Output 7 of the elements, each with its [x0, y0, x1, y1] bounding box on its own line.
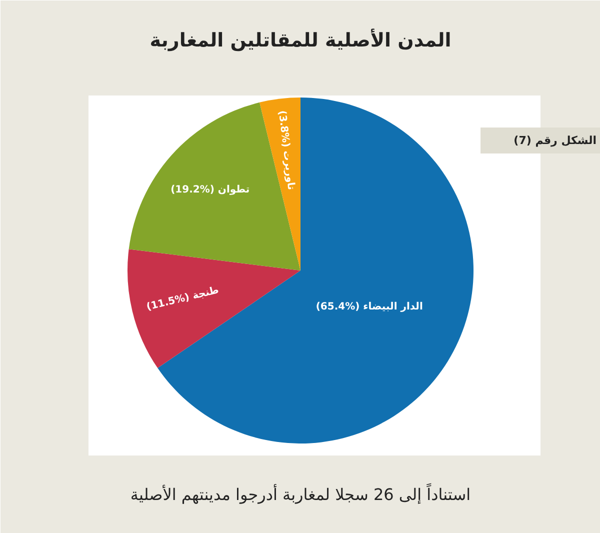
slice-label: تطوان (%19.2)	[170, 184, 250, 196]
text: استناداً إلى 26 سجلا لمغاربة أدرجوا مدينتهم الأصلية	[130, 482, 471, 504]
slice-label: الدار البيضاء (%65.4)	[316, 301, 423, 312]
chart-title: المدن الأصلية للمقاتلين المغاربة	[150, 28, 452, 52]
slice-label: طنجة (%11.5)	[146, 284, 220, 314]
slice-label: تاوريرت (%3.8)	[276, 110, 296, 191]
text: الشكل رقم (7)	[514, 134, 597, 147]
